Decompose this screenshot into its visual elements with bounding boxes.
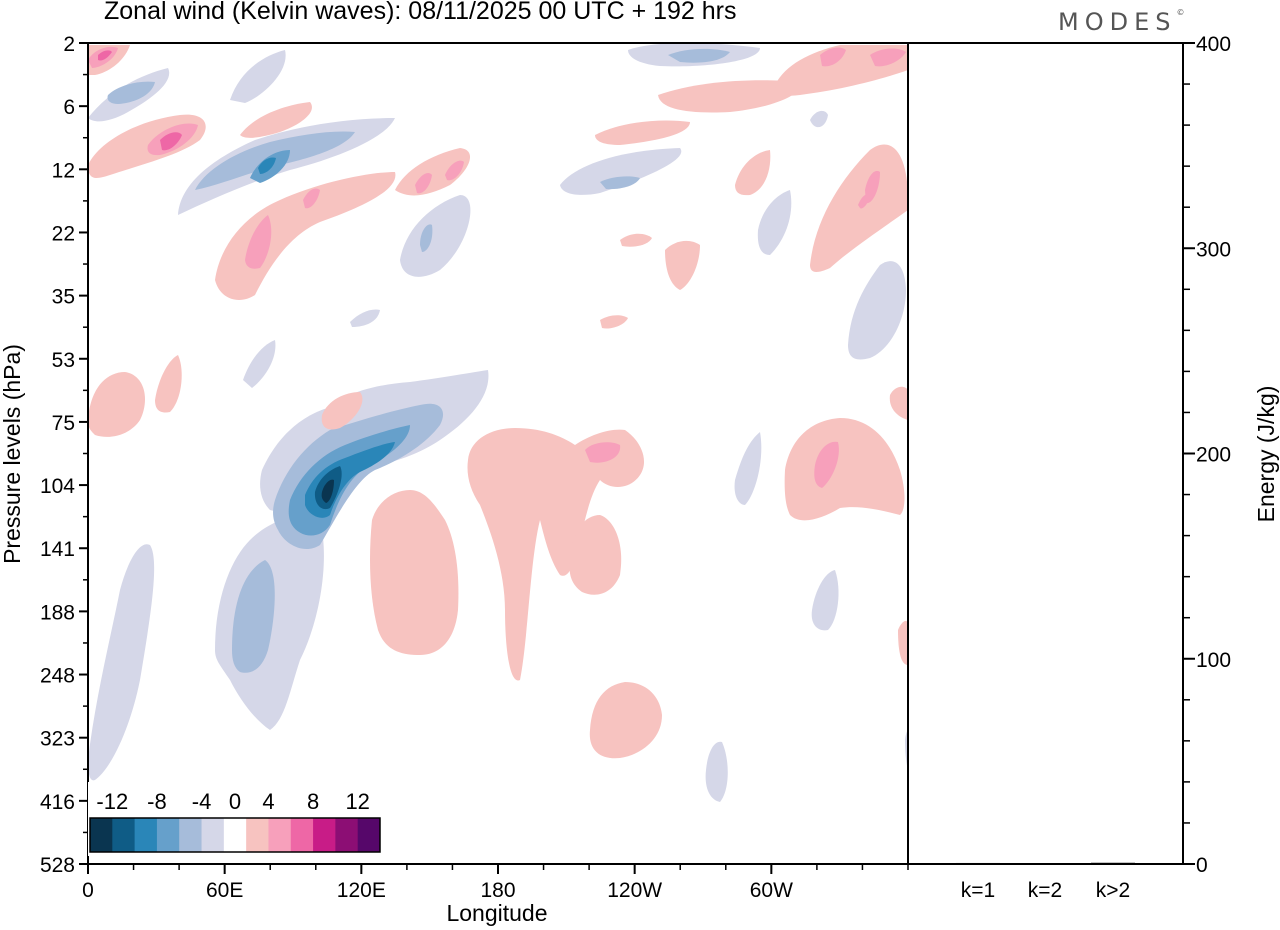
colorbar-swatch [90,818,113,852]
colorbar-label: 0 [229,789,241,814]
energy-axis: 0 100 200 300 400 [1183,33,1231,877]
x-tick-label: 120W [607,879,662,902]
positive-contours-strong [98,50,182,151]
brand-name: MODES [1058,8,1177,36]
y-tick-label: 104 [40,475,75,498]
y-tick-label: 75 [52,412,75,435]
colorbar-label: -4 [192,789,212,814]
energy-tick-label: 100 [1196,649,1231,672]
colorbar-frame [89,817,381,853]
energy-bar [1091,862,1135,864]
energy-bars: k=1 k=2 k>2 [956,862,1135,902]
x-tick-label: 60E [206,879,243,902]
energy-tick-label: 200 [1196,444,1231,467]
x-tick-label: 180 [480,879,515,902]
colorbar-swatch [357,818,381,852]
y-tick-label: 248 [40,665,75,688]
negative-contours-peak [321,479,334,503]
energy-tick-label: 300 [1196,238,1231,261]
colorbar-swatch [223,818,247,852]
y-tick-label: 35 [52,286,75,309]
colorbar-swatch [290,818,314,852]
contour-field [88,43,908,802]
colorbar-label: 4 [262,789,274,814]
positive-contours-medium [88,46,906,488]
y-axis-label: Pressure levels (hPa) [0,344,25,564]
colorbar-label: -8 [147,789,167,814]
y-tick-label: 6 [63,96,75,119]
y-tick-label: 12 [52,159,75,182]
y-tick-label: 528 [40,854,75,877]
y-tick-label: 2 [63,33,75,56]
energy-bar [1023,863,1067,865]
y-tick-label: 22 [52,222,75,245]
y-tick-label: 416 [40,791,75,814]
colorbar-swatch [201,818,225,852]
bar-category-label: k=1 [961,879,995,902]
colorbar-swatch [134,818,158,852]
x-tick-label: 60W [750,879,793,902]
x-tick-label: 0 [82,879,94,902]
positive-contours-light [88,45,908,759]
colorbar-swatch [112,818,136,852]
bar-category-label: k>2 [1096,879,1130,902]
x-tick-label: 120E [337,879,386,902]
y-tick-label: 323 [40,728,75,751]
bar-category-label: k=2 [1028,879,1062,902]
colorbar: -12 -8 -4 0 4 8 12 [88,782,382,856]
y-tick-label: 141 [40,538,75,561]
chart-title: Zonal wind (Kelvin waves): 08/11/2025 00… [104,0,737,25]
energy-axis-label: Energy (J/kg) [1253,386,1279,523]
colorbar-label: 12 [345,789,369,814]
x-axis-label: Longitude [446,900,547,926]
negative-contours-light [88,43,908,802]
colorbar-swatch [156,818,180,852]
y-tick-label: 53 [52,349,75,372]
colorbar-swatch [246,818,269,852]
colorbar-swatch [313,818,336,852]
colorbar-swatch [268,818,292,852]
y-tick-label: 188 [40,601,75,624]
colorbar-swatch [179,818,203,852]
energy-tick-label: 400 [1196,33,1231,56]
energy-tick-label: 0 [1196,854,1208,877]
longitude-axis: 0 60E 120E 180 120W 60W [82,864,909,902]
colorbar-swatch [335,818,359,852]
energy-bar [956,862,1000,864]
pressure-axis: 2 6 12 22 35 53 75 104 141 188 248 323 416 528 [40,33,88,877]
brand-logo: MODES© [1058,8,1184,36]
brand-mark: © [1176,8,1185,17]
colorbar-label: -12 [96,789,128,814]
colorbar-label: 8 [307,789,319,814]
